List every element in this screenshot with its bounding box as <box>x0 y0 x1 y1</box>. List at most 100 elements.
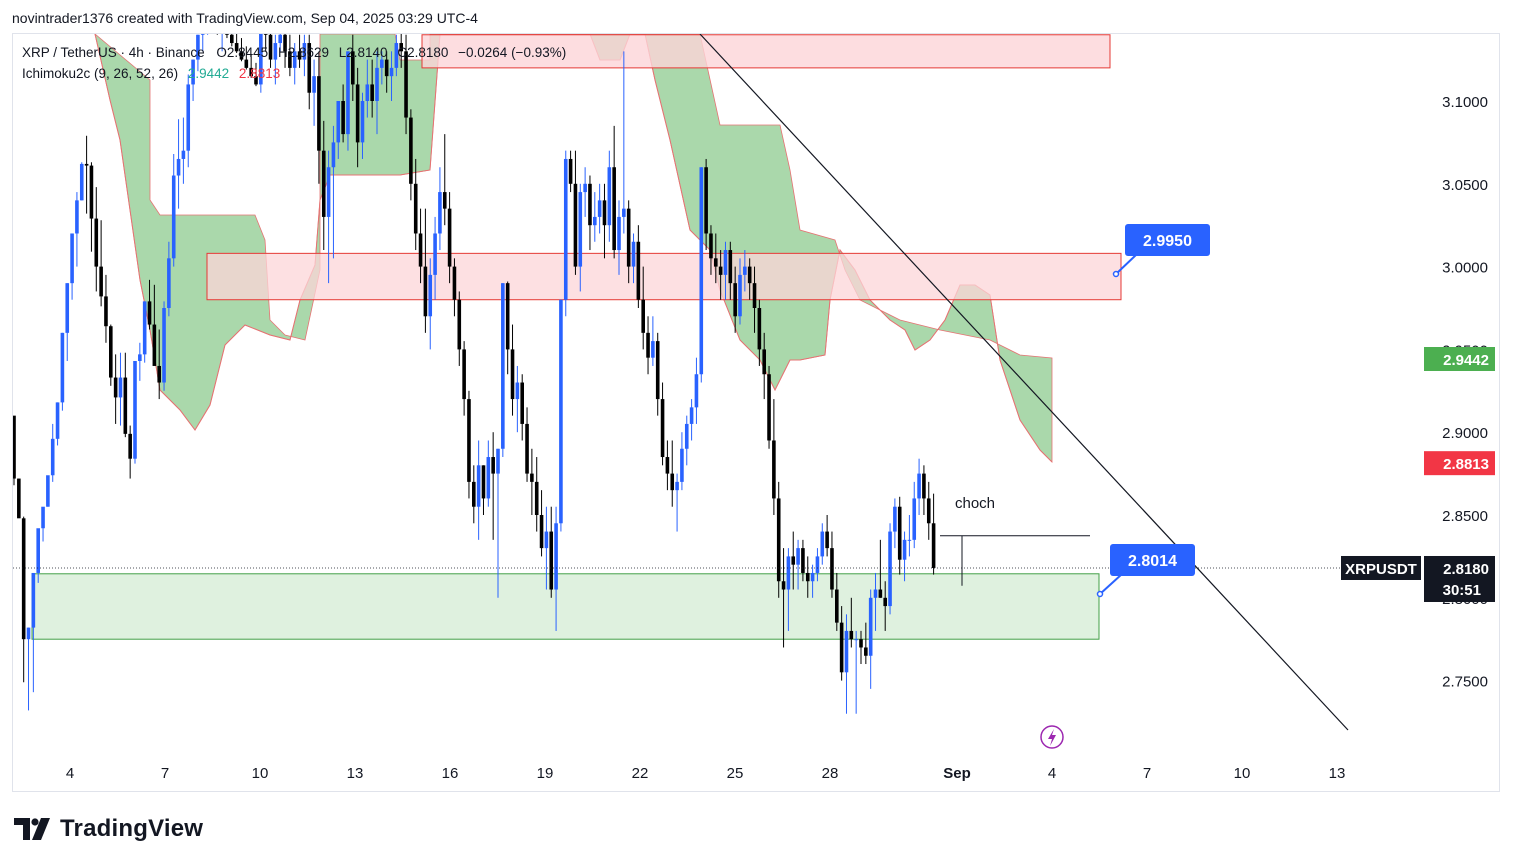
tradingview-logo: TradingView <box>14 815 203 843</box>
candle-body <box>283 34 287 52</box>
candle-body <box>651 341 655 358</box>
candle-body <box>917 473 921 499</box>
candle-body <box>346 51 350 135</box>
ichimoku-span-b-line <box>94 34 1053 463</box>
candle-body <box>423 266 428 317</box>
candle-body <box>384 59 389 77</box>
candle-body <box>399 43 403 52</box>
candle-body <box>515 382 520 400</box>
indicator-span-a: 2.9442 <box>187 66 230 81</box>
candle-body <box>714 258 718 267</box>
candle-body <box>65 283 70 333</box>
candle-body <box>268 34 273 60</box>
candle-body <box>31 572 36 628</box>
candle-body <box>292 51 297 68</box>
lightning-icon-bolt <box>1048 729 1056 746</box>
candle-body <box>743 266 747 275</box>
candle-body <box>46 475 50 507</box>
candle-body <box>825 531 829 549</box>
candle-body <box>505 283 510 350</box>
candle-body <box>75 200 79 234</box>
candle-body <box>176 158 181 176</box>
candle-body <box>476 465 481 507</box>
candle-body <box>41 506 45 529</box>
candle-body <box>472 481 476 507</box>
candle-body <box>699 167 704 375</box>
candle-body <box>859 639 863 648</box>
time-tick: 13 <box>1329 765 1346 782</box>
low-value: 2.8140 <box>346 45 388 60</box>
axes: 3.10003.05003.00002.95002.90002.85002.80… <box>66 94 1488 782</box>
candle-body <box>326 167 331 217</box>
candle-body <box>868 597 873 656</box>
candle-body <box>781 581 786 590</box>
candle-body <box>675 481 679 491</box>
candle-body <box>568 158 573 184</box>
candle-body <box>17 478 21 519</box>
candle-body <box>55 402 60 439</box>
time-tick: 10 <box>1234 765 1251 782</box>
supply-zone-lower <box>206 252 1122 301</box>
candle-body <box>747 266 752 284</box>
high-label: H <box>277 45 288 60</box>
candle-body <box>191 59 195 85</box>
candle-body <box>810 572 815 582</box>
candle-body <box>520 382 524 424</box>
candle-body <box>215 18 219 31</box>
callout-upper-pointer <box>1115 253 1138 275</box>
candle-body <box>796 548 800 565</box>
candle-body <box>501 283 505 449</box>
candle-body <box>162 308 166 383</box>
candle-body <box>370 84 374 101</box>
candle-body <box>157 365 161 383</box>
candle-body <box>897 506 902 560</box>
close-label: C <box>397 45 408 60</box>
candle-body <box>544 531 549 549</box>
callout-upper-text: 2.9950 <box>1143 233 1192 250</box>
choch-label: choch <box>955 495 995 512</box>
change-value: −0.0264 (−0.93%) <box>458 45 567 60</box>
candle-body <box>418 233 423 267</box>
candle-body <box>873 589 878 598</box>
tag-span-a-bg <box>1424 347 1495 372</box>
chart-pane[interactable] <box>12 33 1500 792</box>
candle-body <box>394 43 399 68</box>
candle-body <box>830 548 834 590</box>
candle-body <box>549 531 554 590</box>
candle-body <box>709 233 713 259</box>
candle-body <box>694 374 699 408</box>
candle-body <box>757 308 762 350</box>
candle-body <box>360 101 365 143</box>
candle-body <box>84 163 89 166</box>
candle-body <box>317 76 321 151</box>
price-tick: 3.1000 <box>1442 94 1488 111</box>
candle-body <box>854 639 858 641</box>
candle-body <box>597 200 602 217</box>
callout-lower-box <box>1110 544 1195 576</box>
candle-body <box>89 165 94 219</box>
candle-body <box>772 440 776 499</box>
time-tick: 19 <box>537 765 554 782</box>
demand-zone <box>31 573 1100 640</box>
candle-body <box>728 250 733 284</box>
candle-body <box>467 399 471 482</box>
candle-body <box>689 407 694 424</box>
candle-body <box>99 266 103 297</box>
candle-body <box>849 630 854 640</box>
candle-body <box>617 216 621 251</box>
candle-body <box>297 51 302 60</box>
callout-lower: 2.8014 <box>1096 544 1195 598</box>
candles <box>13 18 936 714</box>
candle-body <box>389 67 394 77</box>
candle-body <box>496 448 500 474</box>
candle-body <box>762 349 766 375</box>
candle-body <box>844 630 849 673</box>
time-tick: 10 <box>252 765 269 782</box>
candle-body <box>404 51 408 118</box>
candle-body <box>273 43 278 60</box>
time-tick: Sep <box>943 765 971 782</box>
candle-body <box>578 192 583 267</box>
candle-body <box>167 258 171 308</box>
candle-body <box>355 84 360 143</box>
